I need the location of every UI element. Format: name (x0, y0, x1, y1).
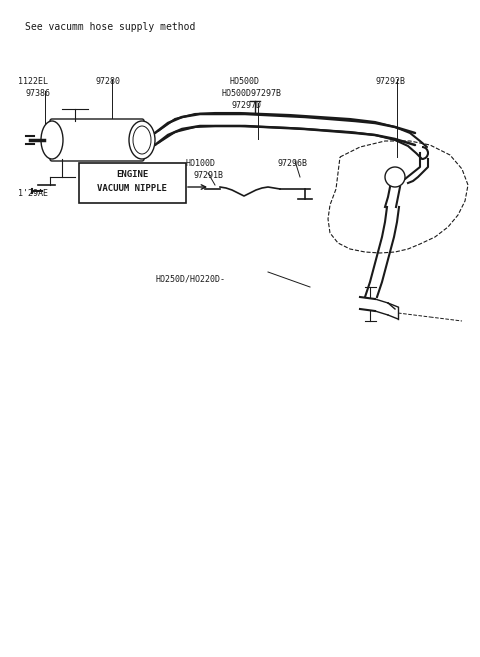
Text: 97292B: 97292B (375, 77, 405, 86)
Text: See vacumm hose supply method: See vacumm hose supply method (25, 22, 195, 32)
Ellipse shape (41, 121, 63, 159)
Text: HO500D: HO500D (230, 77, 260, 86)
Text: HO250D/HO220D-: HO250D/HO220D- (155, 275, 225, 284)
Text: ENGINE: ENGINE (116, 170, 148, 179)
Ellipse shape (133, 126, 151, 154)
Text: HO100D: HO100D (185, 159, 215, 168)
Text: VACUUM NIPPLE: VACUUM NIPPLE (97, 184, 167, 193)
Text: 97280: 97280 (95, 77, 120, 86)
Text: 97386: 97386 (26, 89, 51, 98)
Ellipse shape (129, 121, 155, 159)
FancyBboxPatch shape (79, 163, 186, 203)
Text: 97296B: 97296B (278, 159, 308, 168)
Text: HO500D97297B: HO500D97297B (222, 89, 282, 98)
Circle shape (385, 167, 405, 187)
Text: 97297D: 97297D (232, 101, 262, 110)
Text: 1'29AE: 1'29AE (18, 189, 48, 198)
Text: 1122EL: 1122EL (18, 77, 48, 86)
FancyBboxPatch shape (50, 119, 144, 161)
Text: 97291B: 97291B (193, 171, 223, 180)
